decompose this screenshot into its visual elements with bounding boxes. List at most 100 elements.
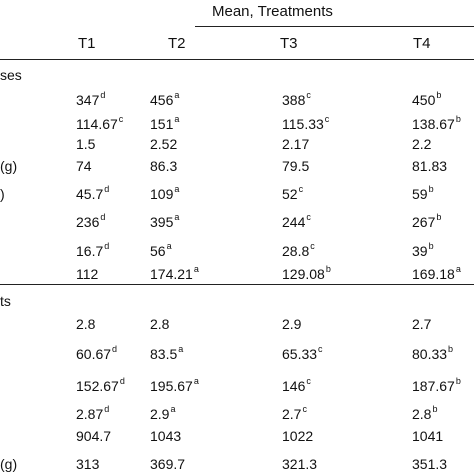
table-cell: 56a [150,241,172,261]
column-header-t1: T1 [78,35,96,52]
cell-value: 1.5 [76,136,96,152]
cell-value: 351.3 [412,456,448,472]
table-cell: 2.8 [76,316,95,332]
header-rule [0,59,474,60]
cell-value: 174.21 [150,266,193,282]
table-cell: 195.67a [150,376,199,396]
significance-letter: d [104,241,110,251]
cell-value: 187.67 [412,378,455,394]
significance-letter: b [448,344,454,354]
column-header-t4: T4 [413,35,431,52]
cell-value: 83.5 [150,346,178,362]
cell-value: 115.33 [282,116,324,132]
table-cell: 2.7c [282,404,307,424]
table-cell: 1043 [150,428,181,444]
table-cell: 109a [150,184,180,204]
cell-value: 2.8 [76,316,96,332]
section-label-2: ts [0,293,11,309]
table-cell: 86.3 [150,158,177,174]
section-rule [0,284,474,285]
cell-value: 2.9 [150,406,170,422]
significance-letter: c [306,376,311,386]
cell-value: 236 [76,214,100,230]
significance-letter: d [100,90,106,100]
cell-value: 52 [282,186,298,202]
row-label: ) [0,186,5,202]
table-cell: 347d [76,90,106,110]
significance-letter: c [318,344,323,354]
cell-value: 45.7 [76,186,104,202]
table-cell: 2.8b [412,404,438,424]
table-cell: 60.67d [76,344,117,364]
cell-value: 28.8 [282,243,310,259]
cell-value: 321.3 [282,456,318,472]
cell-value: 129.08 [282,266,325,282]
significance-letter: a [455,264,461,274]
significance-letter: a [174,114,180,124]
table-cell: 369.7 [150,456,185,472]
cell-value: 2.2 [412,136,432,152]
cell-value: 56 [150,243,166,259]
cell-value: 2.52 [150,136,178,152]
cell-value: 74 [76,158,92,174]
table-cell: 1041 [412,428,443,444]
significance-letter: c [324,114,330,124]
row-label: (g) [0,456,18,472]
table-cell: 2.17 [282,136,309,152]
table-cell: 2.9a [150,404,176,424]
table-cell: 267b [412,212,441,232]
table-cell: 74 [76,158,92,174]
table-cell: 52c [282,184,304,204]
table-cell: 2.9 [282,316,301,332]
significance-letter: c [298,184,304,194]
table-cell: 1022 [282,428,313,444]
table-cell: 146c [282,376,311,396]
table-cell: 16.7d [76,241,110,261]
cell-value: 267 [412,214,436,230]
table-cell: 83.5a [150,344,183,364]
table-cell: 59b [412,184,434,204]
group-title-underline [195,26,474,27]
table-cell: 129.08b [282,264,331,284]
cell-value: 81.83 [412,158,448,174]
significance-letter: b [436,90,442,100]
cell-value: 313 [76,456,100,472]
cell-value: 395 [150,214,174,230]
significance-letter: a [174,184,180,194]
significance-letter: b [432,404,438,414]
significance-letter: a [174,90,180,100]
cell-value: 112 [76,266,99,282]
significance-letter: a [174,212,180,222]
significance-letter: a [193,264,199,274]
table-cell: 81.83 [412,158,447,174]
table-cell: 395a [150,212,180,232]
table-cell: 174.21a [150,264,199,284]
cell-value: 244 [282,214,306,230]
cell-value: 1022 [282,428,314,444]
table-cell: 1.5 [76,136,95,152]
significance-letter: c [118,114,124,124]
cell-value: 86.3 [150,158,178,174]
cell-value: 2.87 [76,406,104,422]
table-cell: 351.3 [412,456,447,472]
table-cell: 450b [412,90,442,110]
cell-value: 138.67 [412,116,455,132]
table-cell: 45.7d [76,184,109,204]
row-label: (g) [0,158,18,174]
table-cell: 28.8c [282,241,315,261]
cell-value: 80.33 [412,346,448,362]
cell-value: 109 [150,186,174,202]
significance-letter: b [428,184,434,194]
cell-value: 450 [412,92,436,108]
table-cell: 2.52 [150,136,177,152]
cell-value: 79.5 [282,158,310,174]
table-cell: 138.67b [412,114,461,134]
table-cell: 2.87d [76,404,109,424]
table-cell: 152.67d [76,376,125,396]
cell-value: 151 [150,116,174,132]
treatments-group-title: Mean, Treatments [212,3,333,20]
table-cell: 80.33b [412,344,454,364]
cell-value: 114.67 [76,116,118,132]
significance-letter: a [170,404,176,414]
cell-value: 169.18 [412,266,455,282]
